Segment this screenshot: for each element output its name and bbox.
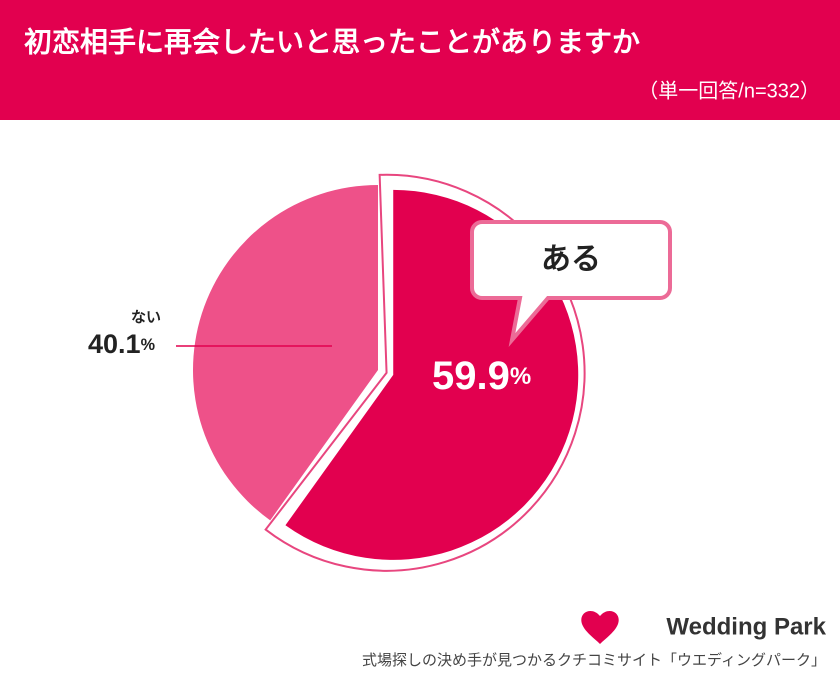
category-label: ある [541,243,601,276]
value-label: 40.1% [88,329,155,359]
header-band [0,0,840,120]
value-label: 59.9% [432,354,531,398]
chart-title: 初恋相手に再会したいと思ったことがありますか [24,25,640,57]
chart-subtitle: （単一回答/n=332） [638,79,820,102]
pie-slice [192,185,378,521]
callout-box [470,220,672,348]
brand-name: Wedding Park [666,613,826,640]
tagline: 式場探しの決め手が見つかるクチコミサイト「ウエディングパーク」 [362,651,826,669]
logo-heart [581,610,619,644]
category-label: ない [131,309,161,326]
